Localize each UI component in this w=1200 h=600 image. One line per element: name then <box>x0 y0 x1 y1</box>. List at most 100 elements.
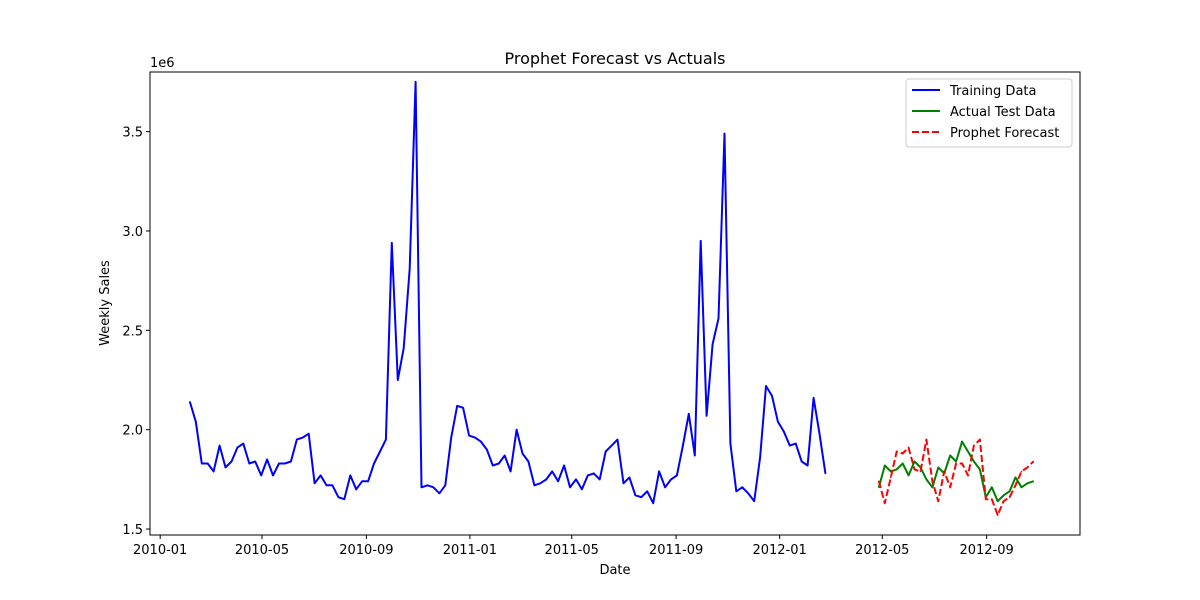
series-0-point-106 <box>818 432 821 435</box>
series-2-point-8 <box>925 438 928 441</box>
y-tick-label-2: 2.5 <box>122 324 143 339</box>
series-0-point-64 <box>569 486 571 489</box>
series-1-point-15 <box>967 450 969 453</box>
series-2-point-11 <box>943 470 945 473</box>
series-2-point-10 <box>937 500 940 503</box>
series-2-point-25 <box>1026 466 1029 469</box>
series-1-point-0 <box>878 486 880 489</box>
series-0-point-7 <box>230 460 233 463</box>
series-0-point-40 <box>426 484 429 487</box>
legend-box <box>905 78 1073 148</box>
plot-area <box>150 72 1080 535</box>
series-1-point-14 <box>961 440 963 443</box>
series-1-point-13 <box>955 460 957 463</box>
chart-title: Prophet Forecast vs Actuals <box>504 49 725 68</box>
series-0-point-95 <box>753 500 755 503</box>
series-0-point-93 <box>741 486 744 489</box>
y-tick-label-3: 3.0 <box>122 225 143 240</box>
series-0-point-21 <box>313 482 316 485</box>
series-0-point-94 <box>747 492 749 495</box>
series-0-point-20 <box>307 432 310 435</box>
series-1-point-22 <box>1008 490 1011 493</box>
series-2-point-23 <box>1014 484 1017 487</box>
series-0-point-30 <box>367 480 369 483</box>
x-tick-label-0: 2010-01 <box>133 543 187 558</box>
series-0-point-6 <box>224 466 227 469</box>
y-tick-label-4: 3.5 <box>122 126 143 141</box>
series-2-point-2 <box>890 476 892 479</box>
series-0-point-2 <box>201 462 203 465</box>
series-2-point-0 <box>878 480 880 483</box>
series-0-point-88 <box>711 343 714 346</box>
series-0-point-0 <box>189 401 191 403</box>
series-1-point-24 <box>1020 486 1023 489</box>
series-0-point-17 <box>290 460 292 463</box>
x-tick-label-5: 2011-09 <box>649 543 703 558</box>
series-0-point-85 <box>694 454 696 457</box>
legend-label-2: Prophet Forecast <box>950 126 1059 141</box>
series-0-point-89 <box>717 317 720 320</box>
series-0-point-41 <box>432 486 435 489</box>
x-axis-label: Date <box>599 563 630 578</box>
series-0-point-48 <box>474 436 476 439</box>
series-0-point-1 <box>195 420 197 423</box>
series-0-point-28 <box>355 488 358 491</box>
series-1-point-1 <box>884 464 886 467</box>
series-0-point-24 <box>331 484 334 487</box>
series-0-point-15 <box>278 462 280 465</box>
series-1-point-4 <box>901 462 904 465</box>
y-offset-label: 1e6 <box>150 56 175 71</box>
series-0-point-92 <box>735 490 738 493</box>
x-tick-label-1: 2010-05 <box>235 543 289 558</box>
series-1-point-10 <box>937 466 940 469</box>
x-tick-label-3: 2011-01 <box>443 543 497 558</box>
series-2-point-21 <box>1002 500 1005 503</box>
series-1-point-5 <box>907 474 910 477</box>
series-0-point-61 <box>551 470 553 473</box>
series-0-point-27 <box>349 474 352 477</box>
series-2-point-17 <box>979 438 981 441</box>
series-0-point-14 <box>272 474 274 477</box>
y-tick-label-1: 2.0 <box>122 424 143 439</box>
series-0-point-11 <box>254 460 256 463</box>
series-2-point-22 <box>1008 496 1011 499</box>
series-0-point-84 <box>688 413 690 415</box>
series-1-point-20 <box>996 500 999 503</box>
series-2-point-19 <box>991 498 993 501</box>
series-0-point-10 <box>248 462 251 465</box>
series-0-point-32 <box>379 450 381 453</box>
series-2-point-16 <box>973 444 975 447</box>
series-1-point-19 <box>991 486 993 489</box>
series-0-point-42 <box>438 492 441 495</box>
series-0-point-91 <box>729 442 732 445</box>
series-0-point-82 <box>676 474 678 477</box>
series-line-0 <box>188 80 827 505</box>
series-0-point-8 <box>236 446 239 449</box>
series-0-point-90 <box>723 132 726 135</box>
series-0-point-31 <box>373 462 375 465</box>
series-2-point-6 <box>913 468 916 471</box>
series-0-point-96 <box>759 456 761 459</box>
series-0-point-63 <box>563 464 565 467</box>
series-0-point-65 <box>575 478 577 481</box>
series-0-point-99 <box>777 420 779 423</box>
series-0-point-66 <box>581 488 583 491</box>
series-0-point-37 <box>408 267 411 270</box>
series-2-point-14 <box>961 462 963 465</box>
series-0-point-56 <box>521 452 524 455</box>
series-0-point-72 <box>616 438 619 441</box>
series-0-point-18 <box>296 438 298 441</box>
series-0-point-83 <box>682 444 684 447</box>
series-0-point-73 <box>622 482 625 485</box>
series-2-point-1 <box>884 502 886 505</box>
series-0-point-47 <box>468 434 470 437</box>
series-1-point-25 <box>1026 482 1029 485</box>
series-2-point-18 <box>985 498 987 501</box>
legend: Training Data Actual Test Data Prophet For… <box>905 78 1073 148</box>
x-tick-label-7: 2012-05 <box>855 543 909 558</box>
series-2-point-15 <box>967 474 969 477</box>
x-tick-label-4: 2011-05 <box>545 543 599 558</box>
series-0-point-98 <box>771 395 773 397</box>
series-0-point-78 <box>652 502 654 505</box>
series-0-point-104 <box>806 464 809 467</box>
